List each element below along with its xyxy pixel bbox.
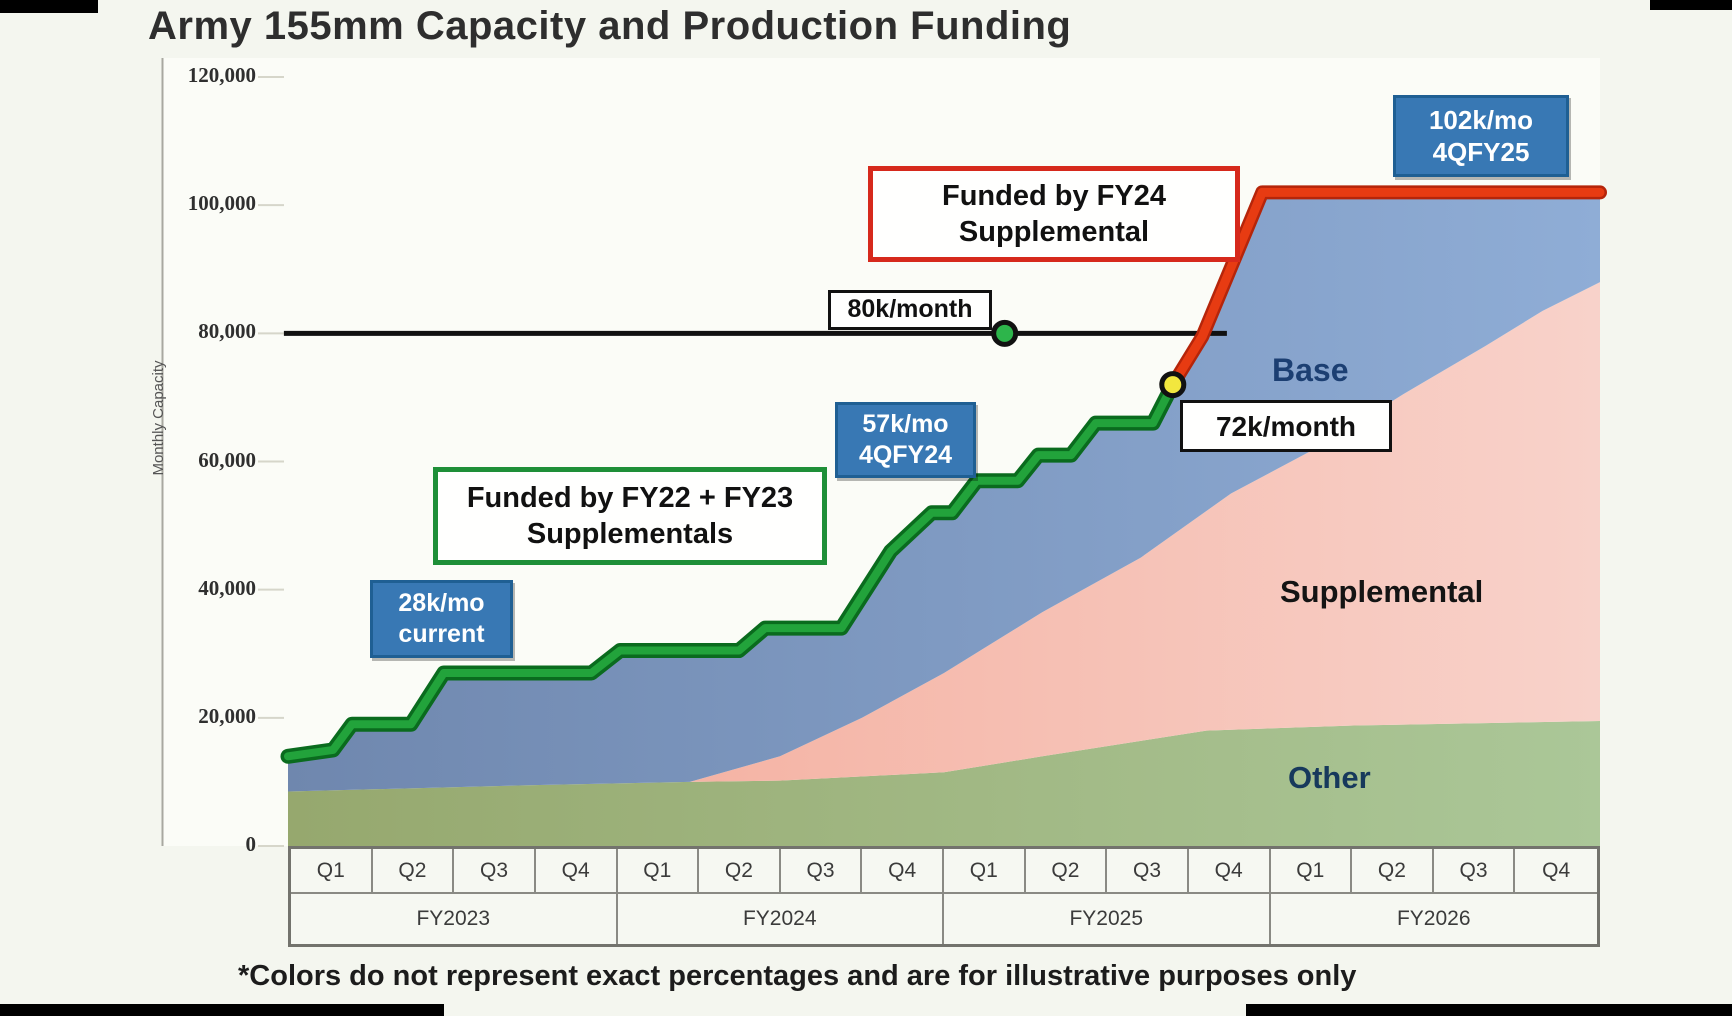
quarter-cell: Q4 (1188, 849, 1271, 894)
annotation-funded-by-fy22-fy23: Funded by FY22 + FY23 Supplementals (433, 467, 827, 565)
screen-edge-artifact-bottom-left (0, 1004, 444, 1016)
color-disclaimer-footnote: *Colors do not represent exact percentag… (238, 960, 1357, 992)
chart-title: Army 155mm Capacity and Production Fundi… (148, 4, 1072, 48)
quarter-cell: Q2 (699, 849, 781, 894)
area-other (288, 721, 1600, 846)
annotation-57k-4qfy24: 57k/mo 4QFY24 (835, 402, 976, 478)
area-supplemental (288, 282, 1600, 792)
funded-fy2223-line2: Supplementals (526, 518, 734, 550)
annotation-102k-4qfy25: 102k/mo 4QFY25 (1393, 95, 1569, 177)
quarter-cell: Q3 (780, 849, 863, 894)
fiscal-year-cell: FY2023 (291, 894, 618, 944)
quarter-cell: Q1 (617, 849, 700, 894)
annotation-72k-month: 72k/month (1180, 400, 1392, 452)
annotation-57k-line1: 57k/mo (862, 409, 949, 438)
green-dot-80k (991, 319, 1019, 347)
annotation-57k-line2: 4QFY24 (858, 441, 953, 469)
area-label-other: Other (1288, 760, 1371, 795)
capacity-line-red (1168, 187, 1605, 390)
fiscal-year-cell: FY2026 (1396, 907, 1471, 930)
quarter-cell: Q2 (372, 849, 455, 894)
screen-edge-artifact-top-left (0, 0, 98, 13)
area-base (288, 192, 1600, 792)
quarter-cell: Q1 (944, 849, 1026, 894)
quarter-cell: Q3 (1107, 849, 1189, 894)
quarter-cell: Q1 (291, 849, 373, 894)
quarter-cell: Q4 (535, 849, 618, 894)
annotation-28k-line1: 28k/mo (398, 588, 485, 617)
area-label-supplemental: Supplemental (1280, 574, 1484, 609)
fiscal-year-cell: FY2024 (618, 894, 944, 944)
y-tick-label: 80,000 (198, 319, 256, 344)
annotation-102k-line2: 4QFY25 (1432, 137, 1530, 167)
fiscal-year-cell: FY2025 (944, 894, 1271, 944)
annotation-28k-line2: current (398, 620, 485, 648)
quarter-cell: Q2 (1025, 849, 1108, 894)
quarter-row: Q1 Q2 Q3 Q4 Q1 Q2 Q3 Q4 Q1 Q2 Q3 Q4 Q1 Q2 Q3 Q4 (291, 849, 1597, 894)
fiscal-year-row: FY2023 FY2024 FY2025 FY2026 (291, 894, 1597, 944)
screen-edge-artifact-bottom-right (1246, 1004, 1732, 1016)
annotation-102k-line1: 102k/mo (1428, 104, 1534, 135)
y-tick-label: 60,000 (198, 447, 256, 472)
annotation-28k-current: 28k/mo current (370, 580, 513, 658)
quarter-cell: Q4 (1515, 849, 1597, 894)
y-tick-label: 120,000 (187, 63, 256, 87)
y-tick-label: 0 (245, 832, 257, 856)
funded-fy2223-line1: Funded by FY22 + FY23 (466, 481, 794, 514)
yellow-dot-72k (1159, 371, 1187, 399)
quarter-cell: Q3 (1433, 849, 1516, 894)
y-tick-label: 40,000 (198, 575, 256, 600)
y-axis-title: Monthly Capacity (150, 360, 167, 476)
quarter-cell: Q2 (1352, 849, 1434, 894)
y-tick-label: 100,000 (187, 191, 256, 216)
area-label-base: Base (1272, 352, 1349, 388)
screen-edge-artifact-top-right (1650, 0, 1732, 10)
quarter-cell: Q4 (862, 849, 944, 894)
fiscal-quarter-table: Q1 Q2 Q3 Q4 Q1 Q2 Q3 Q4 Q1 Q2 Q3 Q4 Q1 Q2 Q3 Q4 FY2023 F… (288, 846, 1600, 947)
capacity-line-green (284, 380, 1177, 761)
quarter-cell: Q1 (1270, 849, 1353, 894)
annotation-80k-month: 80k/month (828, 290, 992, 330)
annotation-funded-by-fy24: Funded by FY24 Supplemental (868, 166, 1240, 262)
quarter-cell: Q3 (454, 849, 536, 894)
funded-fy24-line2: Supplemental (958, 216, 1150, 248)
funded-fy24-line1: Funded by FY24 (942, 179, 1166, 212)
y-tick-label: 20,000 (198, 703, 256, 728)
